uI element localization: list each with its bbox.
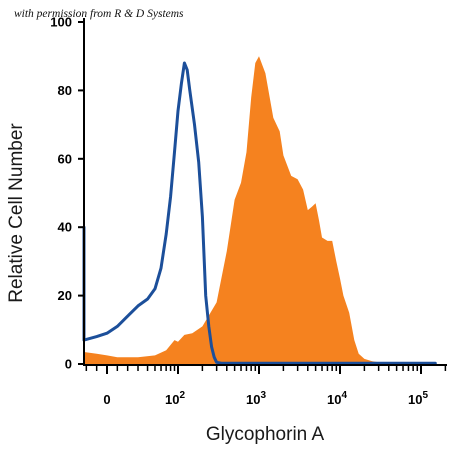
series-layer [82, 22, 437, 365]
y-tick-label: 0 [65, 357, 72, 372]
ticks-layer: 0 20 40 60 80 100 0 102 103 104 105 [50, 15, 447, 407]
x-axis-title: Glycophorin A [205, 424, 325, 445]
y-axis-title-wrap: Relative Cell Number [6, 123, 27, 303]
x-tick-label: 104 [327, 390, 347, 407]
control-histogram-line [82, 61, 437, 365]
y-tick-label: 40 [58, 220, 72, 235]
y-tick-label: 60 [58, 151, 72, 166]
x-tick-label: 0 [103, 392, 110, 407]
y-axis-title: Relative Cell Number [6, 123, 27, 303]
x-tick-label: 102 [165, 390, 185, 407]
x-tick-label: 105 [408, 390, 428, 407]
watermark-text: with permission from R & D Systems [14, 8, 184, 20]
stained-histogram-area [84, 22, 436, 364]
x-tick-label: 103 [246, 390, 266, 407]
axes-layer [83, 18, 447, 366]
y-tick-label: 80 [58, 83, 72, 98]
y-tick-label: 100 [50, 15, 72, 30]
y-tick-label: 20 [58, 288, 72, 303]
